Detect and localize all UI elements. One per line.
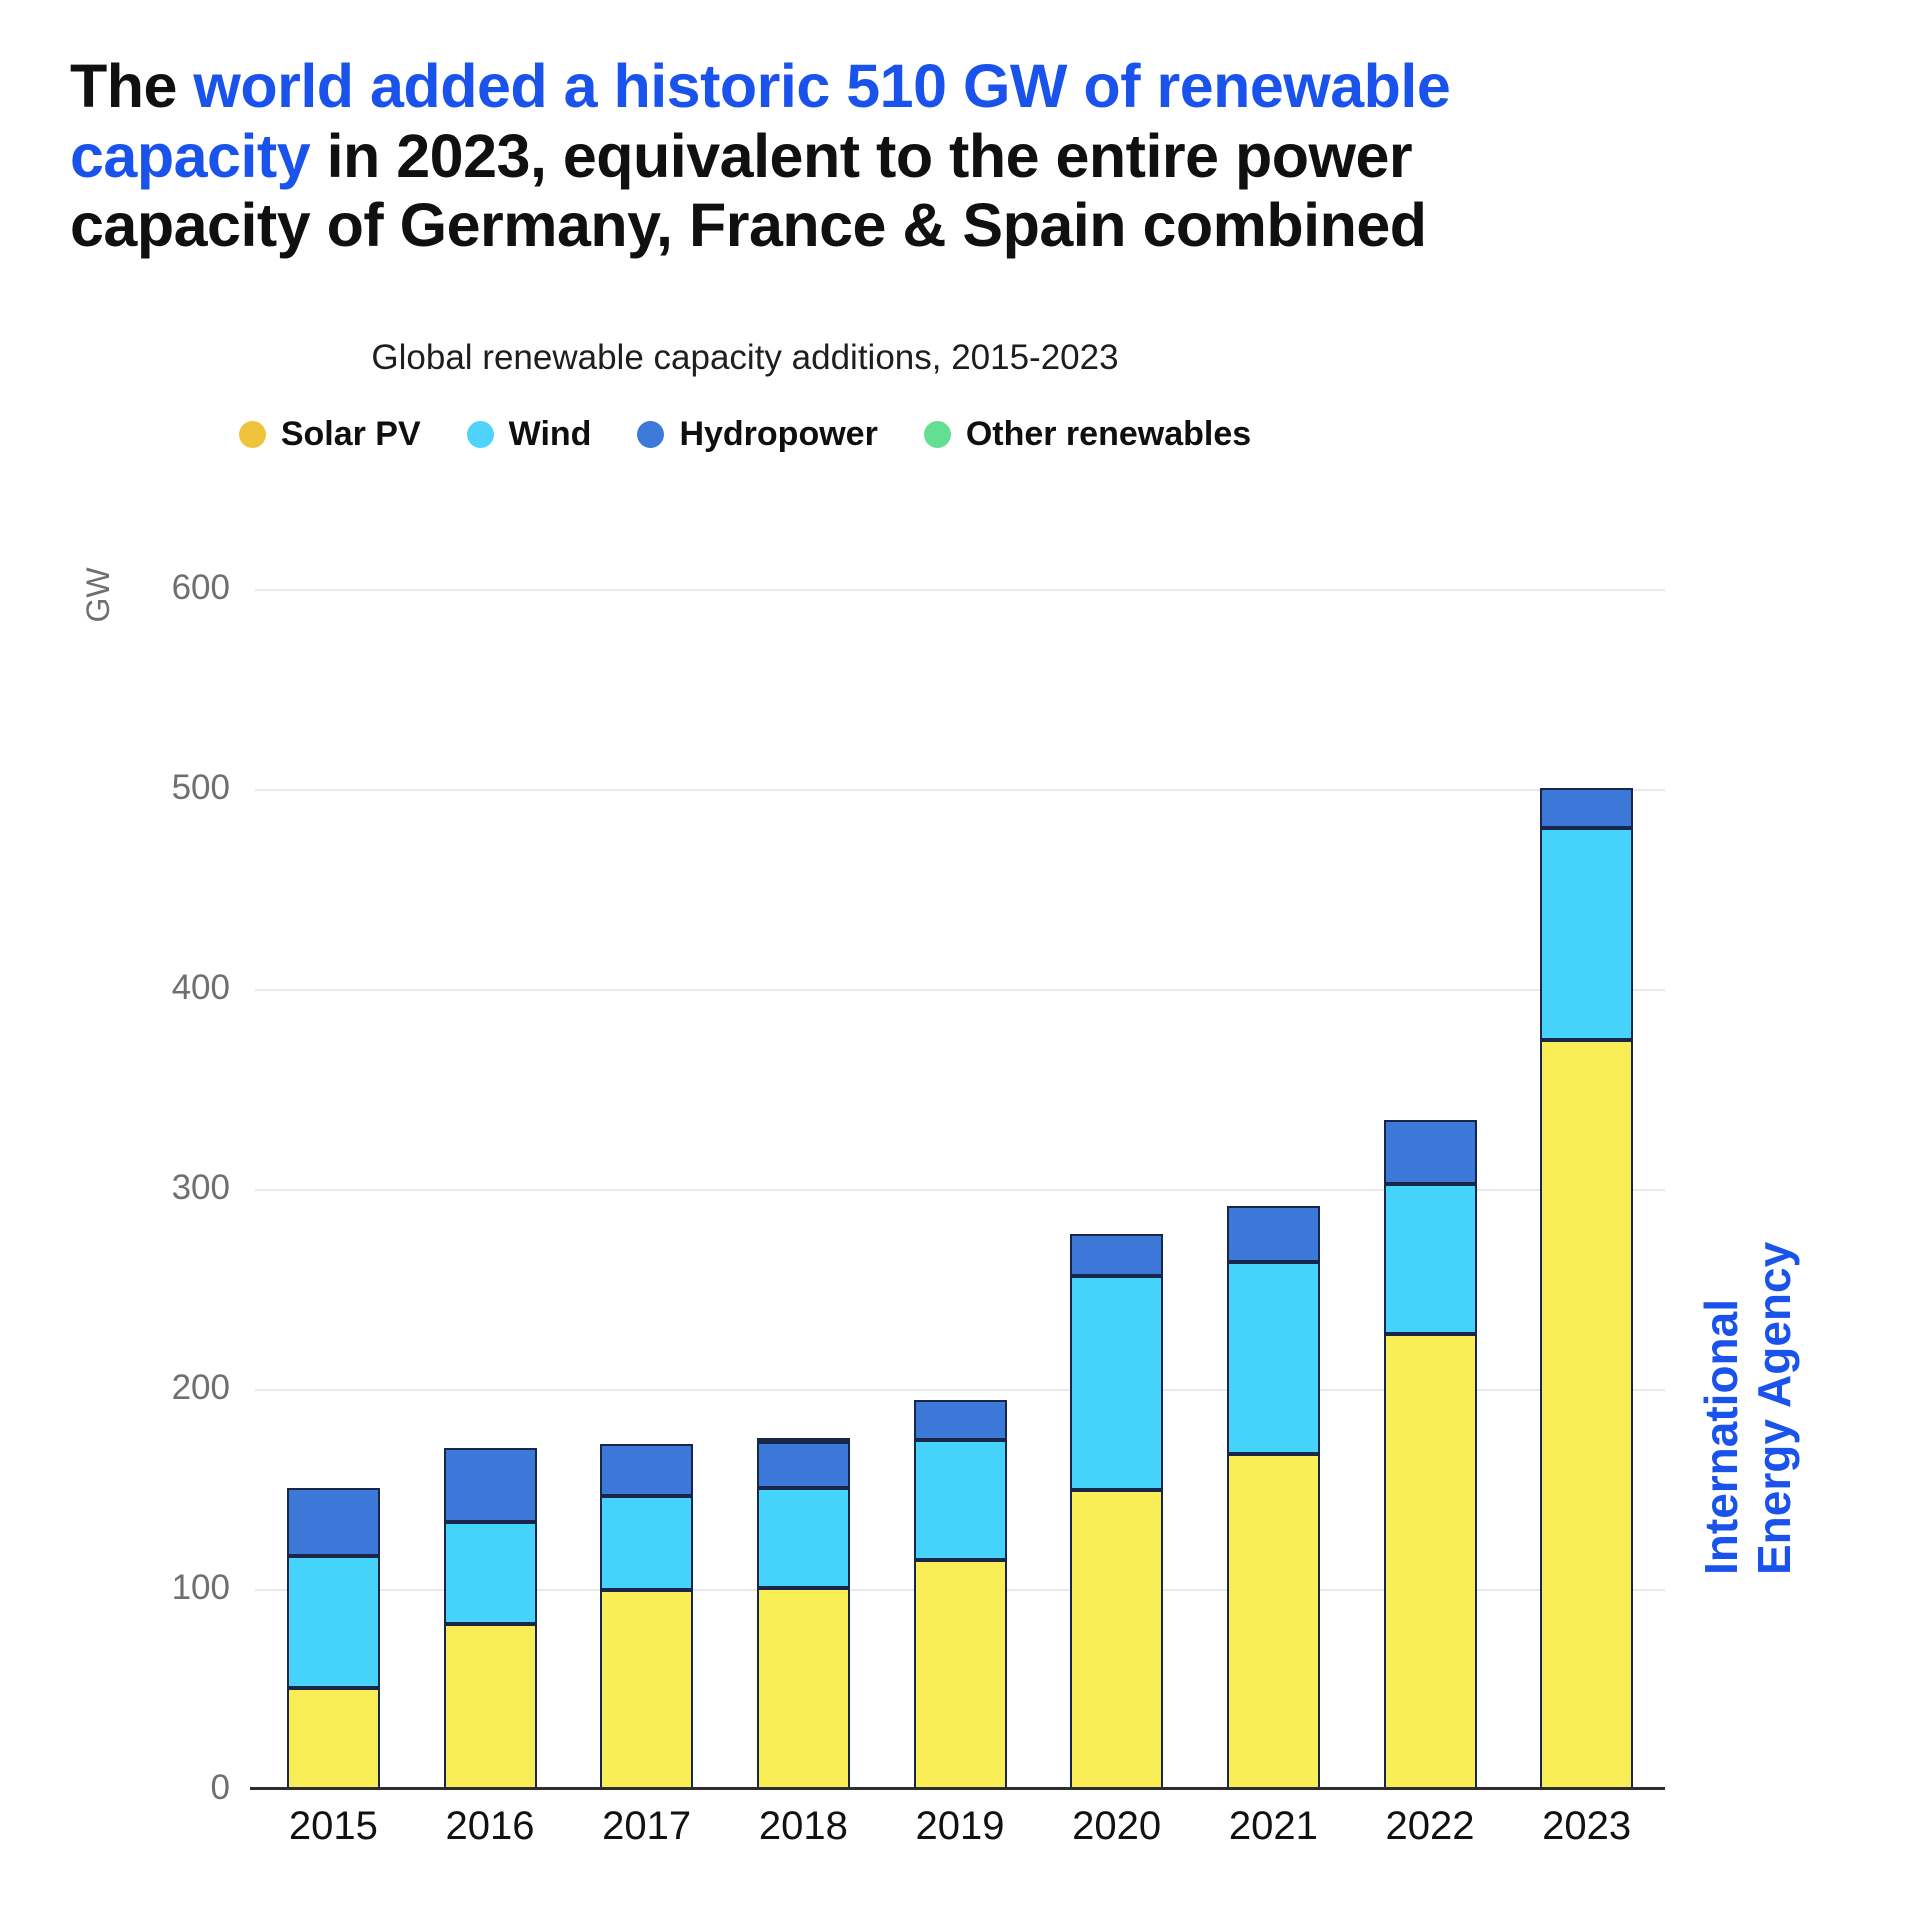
legend-item-hydropower: Hydropower [637,415,878,454]
y-tick-100: 100 [171,1568,230,1607]
x-tick-2019: 2019 [915,1804,1005,1848]
gridline-200 [255,1389,1665,1391]
bar-segment-solar-pv-2022 [1383,1334,1477,1790]
y-tick-300: 300 [171,1168,230,1207]
bar-segment-wind-2017 [600,1496,694,1590]
bar-2017 [600,1444,694,1790]
legend-dot-icon [466,421,494,448]
bar-segment-wind-2021 [1226,1262,1320,1454]
legend-item-wind: Wind [466,415,592,454]
bar-segment-wind-2015 [286,1556,380,1688]
bar-segment-solar-pv-2015 [286,1688,380,1790]
bar-segment-solar-pv-2016 [443,1624,537,1790]
x-tick-2016: 2016 [445,1804,535,1848]
legend-label: Wind [508,415,592,453]
legend: Solar PV Wind Hydropower Other renewables [0,415,1490,454]
legend-dot-icon [637,421,665,448]
x-tick-2018: 2018 [758,1804,848,1848]
bar-segment-wind-2019 [913,1440,1007,1560]
bar-segment-wind-2016 [443,1522,537,1624]
headline: The world added a historic 510 GW of ren… [70,52,1510,261]
bar-segment-hydropower-2020 [1070,1234,1164,1276]
legend-dot-icon [238,421,266,448]
bar-segment-wind-2018 [756,1488,850,1588]
gridline-400 [255,989,1665,991]
bar-segment-wind-2023 [1540,828,1634,1040]
bar-segment-wind-2022 [1383,1184,1477,1334]
bar-2019 [913,1400,1007,1790]
bar-segment-solar-pv-2021 [1226,1454,1320,1790]
iea-logo-line2: Energy Agency [1747,1241,1800,1575]
bar-segment-hydropower-2022 [1383,1120,1477,1184]
y-tick-400: 400 [171,968,230,1007]
chart-title: Global renewable capacity additions, 201… [371,338,1119,377]
legend-dot-icon [923,421,951,448]
x-tick-2015: 2015 [288,1804,378,1848]
bar-segment-solar-pv-2019 [913,1560,1007,1790]
x-tick-2022: 2022 [1385,1804,1475,1848]
bar-segment-solar-pv-2020 [1070,1490,1164,1790]
gridline-300 [255,1189,1665,1191]
gridline-600 [255,589,1665,591]
headline-highlight: world added a historic 510 GW of renewab… [70,52,1451,190]
legend-label: Solar PV [280,415,421,453]
legend-item-solar-pv: Solar PV [238,415,421,454]
bar-segment-hydropower-2021 [1226,1206,1320,1262]
bar-segment-solar-pv-2017 [600,1590,694,1790]
gridline-500 [255,789,1665,791]
bar-segment-hydropower-2017 [600,1444,694,1496]
bar-segment-hydropower-2015 [286,1488,380,1556]
x-tick-2020: 2020 [1072,1804,1162,1848]
bar-segment-hydropower-2016 [443,1448,537,1522]
y-axis-unit-label: GW [80,567,116,623]
y-tick-500: 500 [171,768,230,807]
legend-label: Hydropower [679,415,878,453]
bar-segment-solar-pv-2023 [1540,1040,1634,1790]
headline-suffix: in 2023, equivalent to the entire power … [70,121,1427,260]
y-tick-200: 200 [171,1368,230,1407]
x-tick-2023: 2023 [1542,1804,1632,1848]
headline-prefix: The [70,52,194,120]
x-tick-2021: 2021 [1228,1804,1318,1848]
bar-2022 [1383,1120,1477,1790]
y-tick-600: 600 [171,568,230,607]
bar-segment-hydropower-2023 [1540,788,1634,828]
bar-2016 [443,1448,537,1790]
bar-segment-hydropower-2018 [756,1442,850,1488]
bar-segment-hydropower-2019 [913,1400,1007,1440]
bar-2023 [1540,788,1634,1790]
iea-logo-text: International Energy Agency [1695,1155,1805,1575]
bar-segment-other-renewables-2018 [756,1438,850,1442]
bar-2015 [286,1488,380,1790]
legend-item-other-renewables: Other renewables [923,415,1252,454]
iea-logo-line1: International [1695,1298,1747,1575]
x-tick-2017: 2017 [602,1804,692,1848]
y-tick-0: 0 [210,1768,230,1807]
bar-segment-solar-pv-2018 [756,1588,850,1790]
bar-2018 [756,1438,850,1790]
bar-segment-wind-2020 [1070,1276,1164,1490]
x-axis-line [250,1787,1665,1790]
bar-2020 [1070,1234,1164,1790]
legend-label: Other renewables [965,415,1252,453]
bar-chart-plot-area [255,589,1665,1790]
bar-2021 [1226,1206,1320,1790]
